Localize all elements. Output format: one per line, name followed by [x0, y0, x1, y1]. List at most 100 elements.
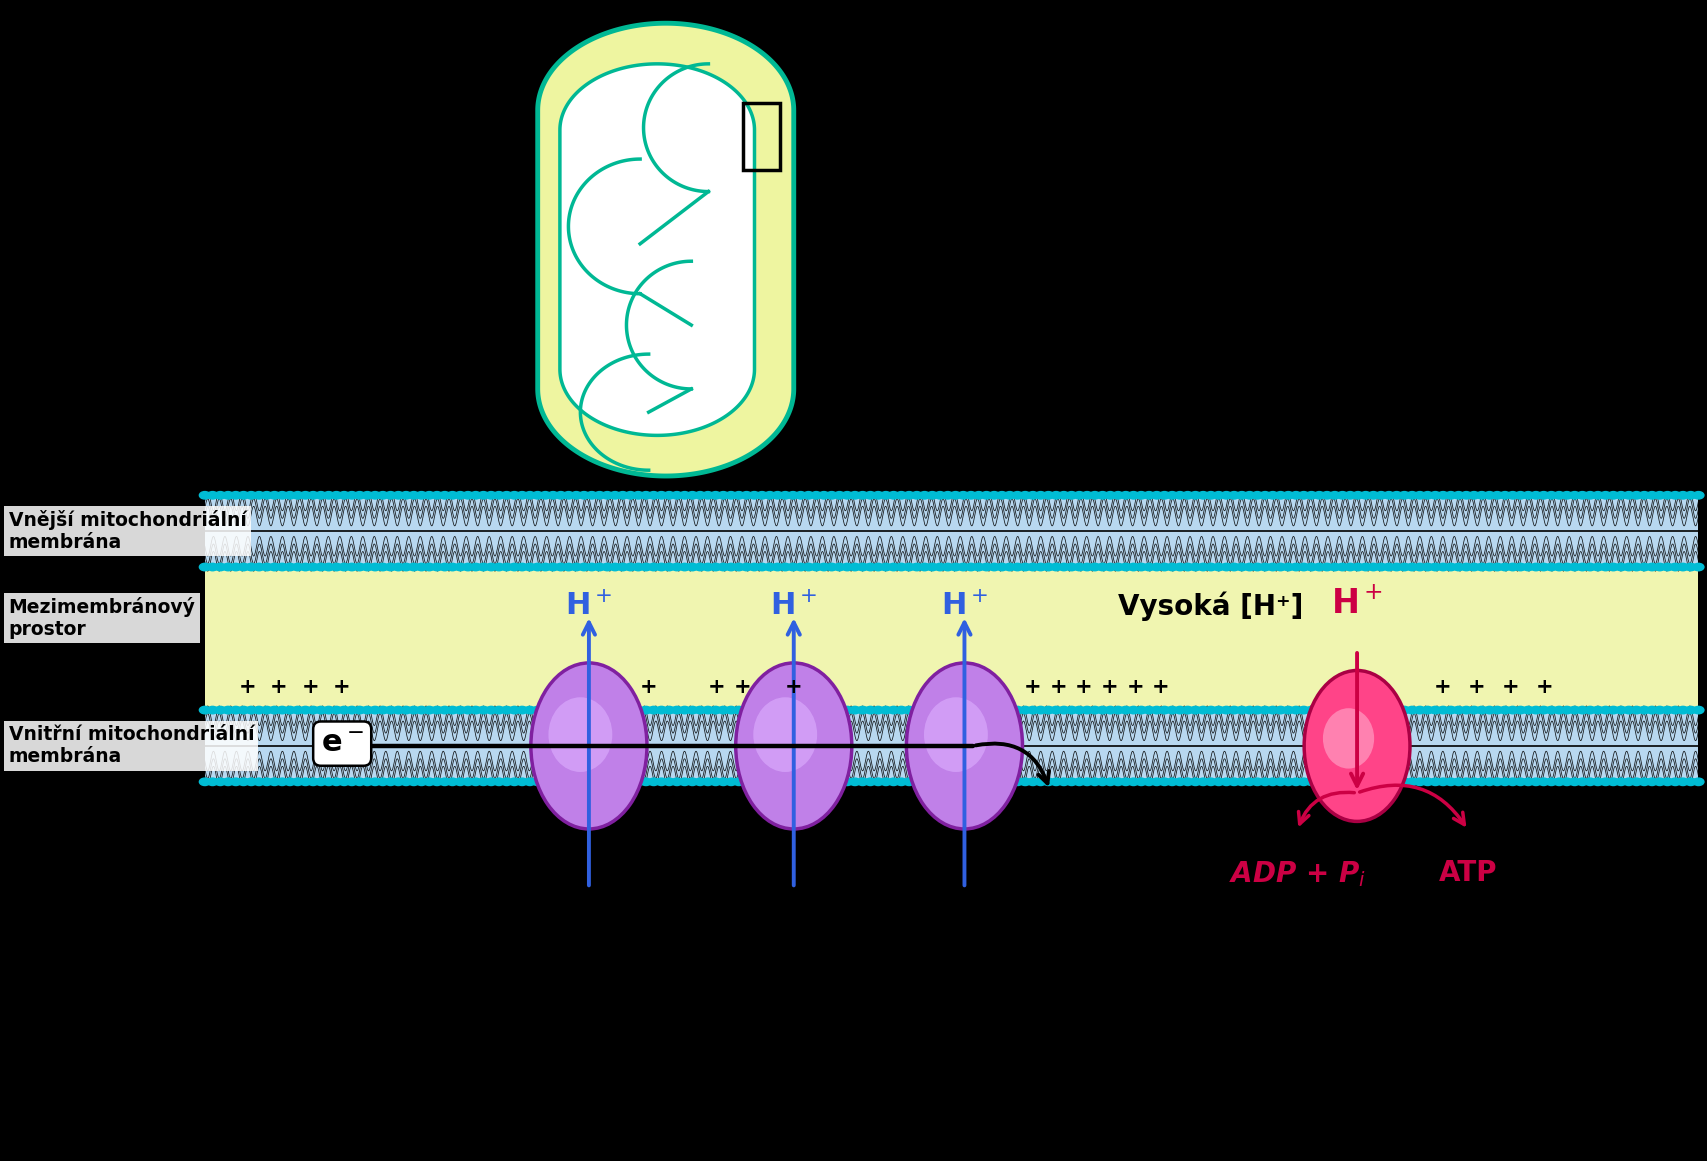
Circle shape [1647, 491, 1657, 499]
Circle shape [1360, 778, 1371, 786]
Circle shape [850, 563, 860, 571]
Ellipse shape [548, 698, 613, 772]
Circle shape [1632, 778, 1642, 786]
Circle shape [749, 491, 760, 499]
Circle shape [934, 491, 946, 499]
Circle shape [417, 778, 427, 786]
Circle shape [316, 706, 326, 714]
Circle shape [802, 706, 814, 714]
Text: H$^+$: H$^+$ [770, 592, 818, 621]
Circle shape [1321, 491, 1333, 499]
Circle shape [1120, 778, 1132, 786]
Circle shape [408, 491, 420, 499]
Circle shape [826, 706, 836, 714]
Circle shape [609, 706, 620, 714]
Circle shape [331, 778, 341, 786]
Circle shape [741, 778, 753, 786]
Circle shape [386, 778, 396, 786]
Text: +: + [1050, 677, 1067, 698]
Circle shape [1647, 778, 1657, 786]
Circle shape [811, 778, 821, 786]
Circle shape [1098, 778, 1108, 786]
Circle shape [386, 706, 396, 714]
Circle shape [1174, 563, 1185, 571]
Circle shape [1654, 491, 1666, 499]
Circle shape [401, 778, 411, 786]
Text: +: + [239, 677, 256, 698]
Circle shape [710, 778, 720, 786]
Circle shape [1034, 563, 1046, 571]
Circle shape [502, 706, 512, 714]
Polygon shape [538, 23, 794, 476]
Circle shape [765, 563, 775, 571]
Circle shape [865, 778, 876, 786]
Circle shape [927, 491, 937, 499]
Circle shape [655, 491, 667, 499]
Ellipse shape [531, 663, 647, 829]
Circle shape [1290, 706, 1301, 714]
Circle shape [246, 706, 256, 714]
Circle shape [1183, 778, 1193, 786]
Circle shape [1236, 563, 1248, 571]
Text: +: + [270, 677, 287, 698]
Circle shape [347, 706, 357, 714]
Circle shape [802, 563, 814, 571]
Circle shape [586, 778, 597, 786]
Circle shape [966, 778, 976, 786]
Circle shape [1244, 706, 1255, 714]
Circle shape [1275, 706, 1285, 714]
Circle shape [417, 706, 427, 714]
Circle shape [563, 778, 574, 786]
Circle shape [1004, 778, 1016, 786]
Circle shape [533, 778, 543, 786]
Circle shape [982, 491, 992, 499]
Circle shape [1251, 706, 1263, 714]
Circle shape [927, 706, 937, 714]
Circle shape [1446, 706, 1456, 714]
Circle shape [1593, 491, 1603, 499]
Circle shape [1043, 706, 1053, 714]
Circle shape [934, 563, 946, 571]
Circle shape [1205, 778, 1217, 786]
Circle shape [1314, 563, 1325, 571]
Circle shape [1067, 706, 1077, 714]
Circle shape [725, 563, 736, 571]
Circle shape [493, 563, 504, 571]
Circle shape [524, 706, 536, 714]
Circle shape [1577, 778, 1588, 786]
Circle shape [686, 706, 698, 714]
Circle shape [1391, 491, 1401, 499]
Circle shape [300, 778, 311, 786]
Circle shape [1499, 563, 1511, 571]
Circle shape [1089, 491, 1101, 499]
Circle shape [1422, 563, 1434, 571]
Circle shape [625, 491, 637, 499]
Circle shape [1632, 706, 1642, 714]
Circle shape [1190, 563, 1202, 571]
Circle shape [1531, 778, 1541, 786]
Circle shape [1058, 491, 1069, 499]
Circle shape [1260, 706, 1270, 714]
Circle shape [881, 778, 891, 786]
Circle shape [888, 491, 900, 499]
Circle shape [215, 778, 225, 786]
Circle shape [1135, 706, 1147, 714]
Circle shape [1174, 491, 1185, 499]
Circle shape [423, 491, 435, 499]
Circle shape [603, 563, 613, 571]
Circle shape [973, 563, 985, 571]
Circle shape [1577, 563, 1588, 571]
Circle shape [246, 563, 256, 571]
Circle shape [1043, 491, 1053, 499]
Circle shape [1299, 563, 1309, 571]
Circle shape [842, 491, 852, 499]
Circle shape [997, 778, 1007, 786]
Circle shape [1004, 563, 1016, 571]
Circle shape [1422, 706, 1434, 714]
Circle shape [316, 778, 326, 786]
Circle shape [237, 491, 249, 499]
Circle shape [1120, 706, 1132, 714]
Circle shape [664, 778, 674, 786]
Circle shape [285, 706, 295, 714]
Circle shape [1352, 491, 1364, 499]
